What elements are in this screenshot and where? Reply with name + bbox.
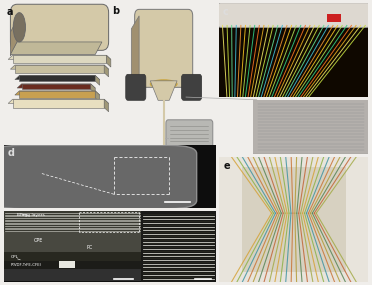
FancyBboxPatch shape: [135, 9, 193, 87]
Bar: [13, 55, 106, 63]
Bar: [19, 76, 95, 81]
Bar: [327, 14, 341, 22]
Bar: [4, 269, 141, 281]
Text: b: b: [112, 6, 119, 16]
Text: CPE: CPE: [34, 238, 44, 243]
Polygon shape: [15, 91, 100, 95]
Polygon shape: [8, 55, 111, 59]
Polygon shape: [10, 65, 109, 69]
Text: Bragg layers: Bragg layers: [17, 213, 45, 217]
Bar: [4, 211, 141, 232]
Polygon shape: [131, 16, 139, 89]
FancyBboxPatch shape: [252, 99, 369, 154]
Text: d: d: [8, 148, 15, 158]
Ellipse shape: [150, 79, 178, 89]
Text: P(VDF-TrFE-CFE): P(VDF-TrFE-CFE): [11, 263, 42, 268]
FancyBboxPatch shape: [166, 120, 213, 159]
Polygon shape: [10, 42, 102, 54]
Polygon shape: [10, 20, 17, 56]
Text: a: a: [7, 7, 13, 17]
FancyBboxPatch shape: [126, 74, 146, 100]
FancyBboxPatch shape: [10, 4, 109, 50]
Bar: [4, 232, 141, 252]
Polygon shape: [95, 91, 100, 102]
Ellipse shape: [13, 13, 25, 42]
Bar: [242, 167, 346, 272]
Bar: [19, 91, 95, 98]
FancyBboxPatch shape: [182, 74, 202, 100]
Text: CPL: CPL: [11, 255, 19, 259]
Polygon shape: [106, 55, 111, 67]
Bar: [13, 99, 104, 108]
Polygon shape: [95, 76, 100, 85]
Polygon shape: [17, 84, 95, 88]
Polygon shape: [104, 65, 109, 77]
Bar: [15, 65, 104, 73]
Bar: [4, 252, 141, 261]
Bar: [22, 84, 91, 89]
Text: e: e: [224, 160, 231, 170]
FancyBboxPatch shape: [0, 145, 197, 209]
Polygon shape: [104, 99, 109, 112]
Polygon shape: [91, 84, 95, 93]
Bar: [4, 261, 141, 269]
Polygon shape: [8, 99, 109, 103]
Bar: [59, 261, 75, 268]
Text: c: c: [222, 7, 228, 17]
Text: PC: PC: [86, 245, 93, 251]
Polygon shape: [15, 76, 100, 80]
FancyBboxPatch shape: [218, 3, 370, 27]
Polygon shape: [150, 81, 177, 100]
